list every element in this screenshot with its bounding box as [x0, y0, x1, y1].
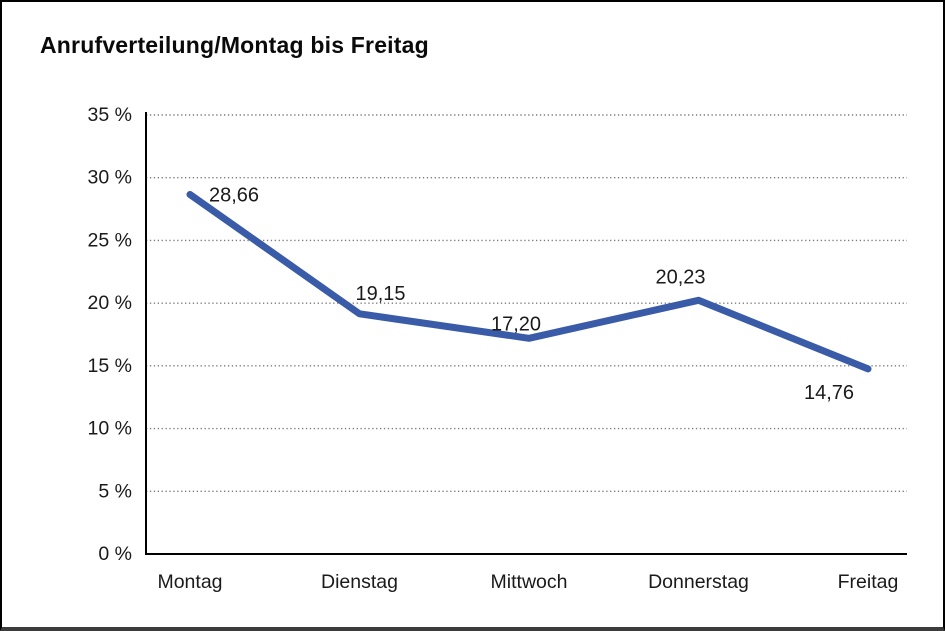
data-point-label: 19,15: [356, 283, 406, 305]
data-point-label: 28,66: [209, 185, 259, 207]
x-tick-label: Donnerstag: [648, 571, 749, 593]
data-point-label: 20,23: [656, 266, 706, 288]
x-tick-label: Mittwoch: [491, 571, 568, 593]
chart-title: Anrufverteilung/Montag bis Freitag: [40, 32, 429, 58]
data-point-label: 14,76: [804, 382, 854, 404]
x-tick-label: Dienstag: [321, 571, 398, 593]
y-tick-label: 30 %: [88, 167, 132, 189]
y-tick-label: 5 %: [98, 480, 132, 502]
x-tick-label: Freitag: [838, 571, 899, 593]
y-tick-label: 25 %: [88, 229, 132, 251]
y-tick-label: 35 %: [88, 104, 132, 126]
data-line: [186, 191, 872, 373]
y-tick-label: 15 %: [88, 355, 132, 377]
y-tick-label: 10 %: [88, 418, 132, 440]
y-tick-label: 20 %: [88, 292, 132, 314]
data-point-label: 17,20: [491, 313, 541, 335]
x-tick-label: Montag: [157, 571, 222, 593]
y-tick-label: 0 %: [98, 543, 132, 565]
